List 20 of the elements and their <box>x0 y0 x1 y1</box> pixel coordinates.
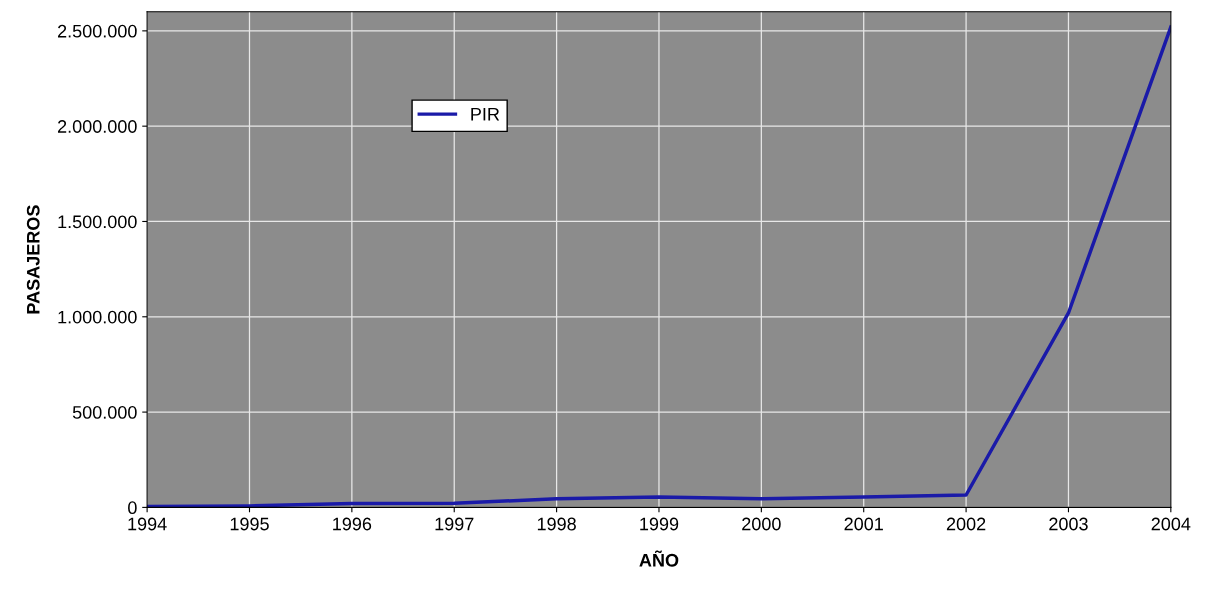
y-tick-label: 2.500.000 <box>57 24 137 38</box>
x-tick-label: 1999 <box>640 517 679 531</box>
y-tick-label: 500.000 <box>72 406 137 419</box>
x-tick-label: 1997 <box>435 517 474 531</box>
x-tick-label: 1996 <box>333 517 372 531</box>
y-tick-label: 2.000.000 <box>57 120 137 133</box>
y-tick-label: 1.000.000 <box>58 310 137 324</box>
x-tick-label: 2000 <box>742 517 781 531</box>
y-tick-label: 1.500.000 <box>58 215 137 229</box>
x-tick-label: 2003 <box>1049 517 1088 531</box>
x-tick-label: 2004 <box>1151 517 1191 531</box>
x-tick-label: 1994 <box>128 517 167 531</box>
y-axis-title: PASAJEROS <box>26 205 40 314</box>
x-tick-label: 2001 <box>844 517 883 531</box>
x-tick-label: 2002 <box>946 517 986 531</box>
x-tick-label: 1995 <box>230 517 269 531</box>
y-tick-label: 0 <box>128 501 137 515</box>
legend-label: PIR <box>471 108 500 121</box>
x-axis-title: AÑO <box>639 550 679 567</box>
x-tick-label: 1998 <box>537 517 576 531</box>
